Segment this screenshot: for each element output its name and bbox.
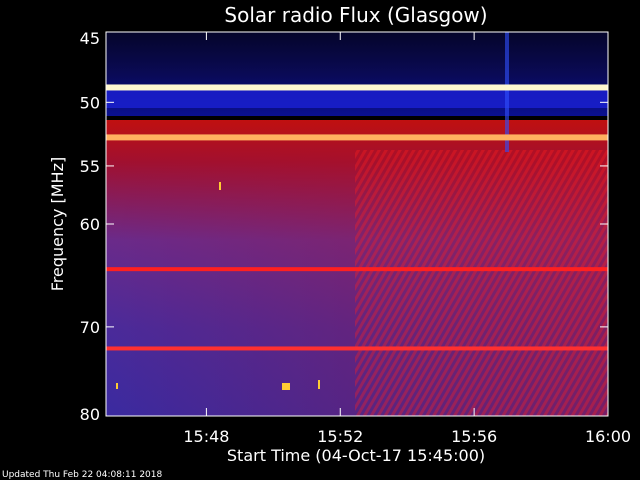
spectrogram-plot-area: 45 50 55 60 70 80 15:48 15:52 15:56 16:00 [80, 29, 631, 446]
interference-pattern [355, 150, 608, 416]
bright-bands [106, 84, 608, 351]
x-tick-label: 15:52 [317, 427, 363, 446]
x-tick-label: 15:48 [183, 427, 229, 446]
bright-band [106, 134, 608, 141]
vertical-burst [505, 32, 509, 152]
x-tick-label: 16:00 [585, 427, 631, 446]
spike-marker [116, 383, 118, 389]
y-tick-label: 50 [80, 93, 100, 112]
y-axis-label: Frequency [MHz] [48, 157, 67, 291]
y-tick-label: 80 [80, 405, 100, 424]
blue-band-region [106, 86, 608, 108]
spike-marker [219, 182, 221, 190]
chart-title: Solar radio Flux (Glasgow) [224, 3, 487, 27]
y-axis: 45 50 55 60 70 80 [80, 29, 608, 424]
bright-band [106, 346, 608, 351]
x-axis-label: Start Time (04-Oct-17 15:45:00) [227, 446, 485, 465]
y-tick-label: 45 [80, 29, 100, 48]
updated-timestamp: Updated Thu Feb 22 04:08:11 2018 [2, 470, 163, 480]
x-tick-label: 15:56 [451, 427, 497, 446]
bright-band [106, 267, 608, 272]
spike-marker [318, 380, 320, 389]
y-tick-label: 55 [80, 157, 100, 176]
y-tick-label: 70 [80, 318, 100, 337]
x-axis: 15:48 15:52 15:56 16:00 [183, 32, 631, 446]
spike-marker [282, 383, 290, 390]
y-tick-label: 60 [80, 215, 100, 234]
bright-band [106, 84, 608, 91]
